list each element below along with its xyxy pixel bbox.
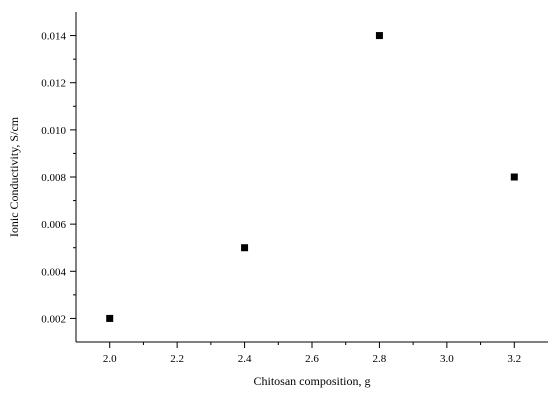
x-tick-label: 2.4 — [238, 353, 252, 365]
x-tick-label: 2.8 — [373, 353, 387, 365]
data-points — [106, 32, 518, 322]
x-tick-label: 2.6 — [305, 353, 319, 365]
x-tick-label: 2.0 — [103, 353, 117, 365]
y-tick-label: 0.004 — [41, 266, 66, 278]
x-tick-label: 3.0 — [440, 353, 454, 365]
y-tick-label: 0.014 — [41, 31, 66, 43]
data-point — [510, 173, 518, 181]
y-axis-label: Ionic Conductivity, S/cm — [7, 116, 21, 237]
x-tick-label: 2.2 — [170, 353, 184, 365]
y-tick-label: 0.010 — [41, 125, 66, 137]
x-ticks: 2.0 2.2 2.4 2.6 2.8 3.0 3.2 — [103, 342, 521, 365]
data-point — [375, 32, 383, 40]
x-tick-label: 3.2 — [507, 353, 521, 365]
y-ticks: 0.002 0.004 0.006 0.008 0.010 0.012 0.014 — [41, 31, 76, 325]
y-tick-label: 0.008 — [41, 172, 66, 184]
data-point — [241, 244, 249, 252]
axes — [75, 12, 548, 343]
data-point — [106, 314, 114, 322]
y-tick-label: 0.012 — [41, 78, 66, 90]
y-tick-label: 0.006 — [41, 219, 66, 231]
y-tick-label: 0.002 — [41, 313, 66, 325]
x-axis-label: Chitosan composition, g — [254, 374, 371, 388]
